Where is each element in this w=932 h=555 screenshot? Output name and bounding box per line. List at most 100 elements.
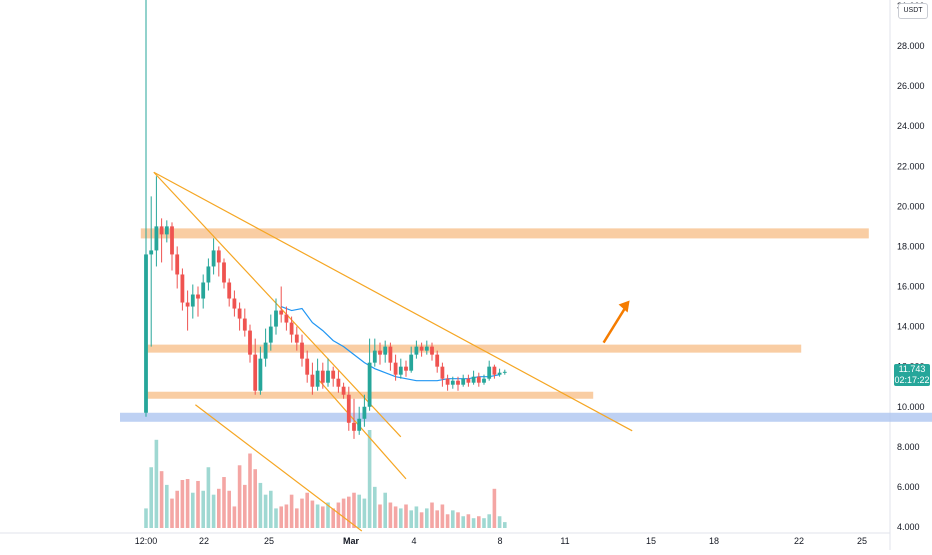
candle-body[interactable] [201, 282, 206, 299]
candle-body[interactable] [170, 226, 174, 255]
candle-body[interactable] [414, 346, 419, 355]
trendline-2[interactable] [195, 404, 363, 532]
breakout-arrow-head[interactable] [618, 300, 630, 313]
candle-body[interactable] [430, 346, 434, 355]
time-tick-label: 25 [264, 536, 274, 546]
candle-body[interactable] [185, 302, 190, 307]
trendline-3[interactable] [317, 378, 407, 480]
candle-body[interactable] [164, 226, 169, 235]
candle-body[interactable] [222, 262, 226, 283]
candle-body[interactable] [258, 358, 263, 391]
candle-body[interactable] [154, 226, 159, 251]
candle-body[interactable] [445, 378, 450, 385]
candle-body[interactable] [383, 346, 388, 355]
candle-body[interactable] [372, 350, 377, 363]
candle-body[interactable] [409, 354, 414, 371]
candle-body[interactable] [263, 342, 268, 359]
candle-body[interactable] [461, 378, 466, 385]
volume-bar [237, 465, 242, 528]
candle-body[interactable] [253, 354, 258, 391]
volume-bar [393, 506, 398, 528]
candle-body[interactable] [159, 226, 164, 235]
candle-body[interactable] [476, 376, 481, 383]
candle-body[interactable] [450, 380, 455, 385]
volume-bar [305, 492, 309, 528]
volume-bar [477, 516, 481, 528]
candle-body[interactable] [497, 372, 502, 375]
candle-body[interactable] [144, 254, 148, 413]
candle-body[interactable] [404, 366, 408, 371]
candle-body[interactable] [284, 314, 289, 323]
time-tick-label: 18 [709, 536, 719, 546]
volume-bar [222, 477, 226, 528]
candle-body[interactable] [424, 346, 429, 351]
candle-body[interactable] [456, 380, 460, 385]
candle-body[interactable] [326, 370, 330, 383]
trendline-1[interactable] [153, 171, 402, 438]
candle-body[interactable] [393, 362, 398, 375]
candle-body[interactable] [274, 310, 278, 327]
candle-body[interactable] [331, 370, 336, 379]
candle-body[interactable] [279, 310, 284, 315]
candle-body[interactable] [346, 394, 351, 423]
candle-body[interactable] [216, 250, 221, 263]
candle-body[interactable] [294, 334, 299, 343]
price-tick-label: 24.000 [897, 121, 925, 131]
candle-body[interactable] [149, 250, 154, 255]
candle-body[interactable] [248, 330, 252, 355]
candle-body[interactable] [336, 378, 341, 387]
volume-bar [445, 514, 450, 528]
candle-body[interactable] [471, 376, 476, 383]
candle-body[interactable] [362, 406, 367, 419]
candle-body[interactable] [492, 366, 497, 375]
candle-body[interactable] [180, 274, 185, 303]
candle-body[interactable] [268, 326, 273, 343]
candle-body[interactable] [357, 418, 362, 431]
candle-body[interactable] [305, 358, 310, 375]
volume-bar [211, 494, 216, 528]
zone-resistance-0[interactable] [140, 228, 869, 239]
volume-bar [274, 508, 278, 528]
candle-body[interactable] [232, 298, 237, 309]
candle-body[interactable] [482, 378, 486, 383]
candle-body[interactable] [320, 370, 325, 383]
candle-body[interactable] [237, 308, 242, 319]
volume-bar [289, 494, 294, 528]
volume-bar [300, 498, 304, 528]
candle-body[interactable] [398, 366, 403, 375]
candle-body[interactable] [310, 374, 315, 387]
candle-body[interactable] [196, 294, 200, 299]
candle-body[interactable] [289, 322, 294, 335]
candle-body[interactable] [175, 254, 180, 275]
volume-bar [492, 488, 497, 528]
zone-resistance-1[interactable] [146, 344, 802, 353]
candle-body[interactable] [315, 370, 320, 387]
candle-body[interactable] [206, 266, 211, 283]
candle-body[interactable] [502, 371, 507, 373]
candle-body[interactable] [388, 346, 393, 363]
candle-body[interactable] [435, 354, 440, 367]
candle-body[interactable] [227, 282, 232, 299]
candle-body[interactable] [242, 318, 247, 331]
candle-body[interactable] [211, 250, 216, 267]
candle-body[interactable] [367, 362, 372, 407]
candle-body[interactable] [419, 346, 424, 351]
price-tick-label: 8.000 [897, 442, 920, 452]
quote-currency-badge[interactable]: USDT [898, 3, 928, 19]
candle-body[interactable] [378, 350, 382, 355]
candle-body[interactable] [341, 386, 346, 395]
time-tick-label: 22 [794, 536, 804, 546]
trendline-0[interactable] [153, 171, 633, 432]
candle-body[interactable] [190, 294, 195, 307]
candle-body[interactable] [300, 342, 304, 359]
candle-body[interactable] [352, 422, 356, 431]
candle-body[interactable] [487, 366, 492, 379]
price-tick-label: 16.000 [897, 282, 925, 292]
time-tick-label: 12:00 [135, 536, 158, 546]
breakout-arrow-shaft[interactable] [602, 304, 628, 344]
candle-body[interactable] [440, 366, 445, 379]
zone-support_strong-3[interactable] [120, 412, 932, 422]
candle-body[interactable] [466, 378, 471, 383]
